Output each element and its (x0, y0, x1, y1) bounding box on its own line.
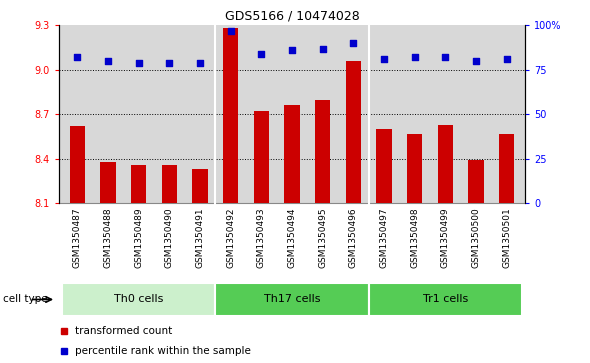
Bar (131, 165, 146, 203)
Point (226, 28, 235, 34)
Text: GSM1350494: GSM1350494 (287, 207, 297, 268)
Text: GSM1350490: GSM1350490 (165, 207, 174, 268)
Text: GSM1350488: GSM1350488 (104, 207, 113, 268)
Bar (254, 111, 269, 203)
Bar (162, 165, 177, 203)
Text: GSM1350498: GSM1350498 (410, 207, 419, 268)
Bar (70, 126, 85, 203)
Bar (376, 129, 392, 203)
Point (257, 51, 266, 57)
Bar (369, 283, 522, 316)
Point (103, 58, 113, 64)
Point (441, 54, 450, 60)
Bar (284, 105, 300, 203)
Bar (192, 169, 208, 203)
Text: percentile rank within the sample: percentile rank within the sample (76, 346, 251, 356)
Point (134, 60, 143, 66)
Bar (468, 160, 484, 203)
Text: GSM1350491: GSM1350491 (195, 207, 205, 268)
Text: GSM1350495: GSM1350495 (318, 207, 327, 268)
Bar (438, 125, 453, 203)
Text: cell type: cell type (3, 294, 48, 305)
Point (195, 60, 205, 66)
Text: GSM1350499: GSM1350499 (441, 207, 450, 268)
Point (410, 54, 419, 60)
Text: GSM1350496: GSM1350496 (349, 207, 358, 268)
Point (379, 56, 389, 62)
Text: GSM1350492: GSM1350492 (226, 207, 235, 268)
Point (471, 58, 481, 64)
Text: GSM1350487: GSM1350487 (73, 207, 82, 268)
Point (165, 60, 174, 66)
Point (502, 56, 512, 62)
Text: GSM1350501: GSM1350501 (502, 207, 511, 268)
Bar (407, 134, 422, 203)
Point (287, 48, 297, 53)
Bar (100, 162, 116, 203)
Text: Tr1 cells: Tr1 cells (423, 294, 468, 305)
Text: Th17 cells: Th17 cells (264, 294, 320, 305)
Bar (223, 28, 238, 203)
Text: GSM1350493: GSM1350493 (257, 207, 266, 268)
Bar (215, 283, 369, 316)
Bar (315, 99, 330, 203)
Bar (499, 134, 514, 203)
Text: GSM1350489: GSM1350489 (135, 207, 143, 268)
Text: GSM1350500: GSM1350500 (471, 207, 480, 268)
Text: transformed count: transformed count (76, 326, 172, 336)
Title: GDS5166 / 10474028: GDS5166 / 10474028 (225, 10, 359, 23)
Point (349, 40, 358, 46)
Text: Th0 cells: Th0 cells (114, 294, 163, 305)
Point (73, 54, 82, 60)
Point (318, 46, 327, 52)
Bar (346, 61, 361, 203)
Bar (62, 283, 215, 316)
Text: GSM1350497: GSM1350497 (379, 207, 389, 268)
